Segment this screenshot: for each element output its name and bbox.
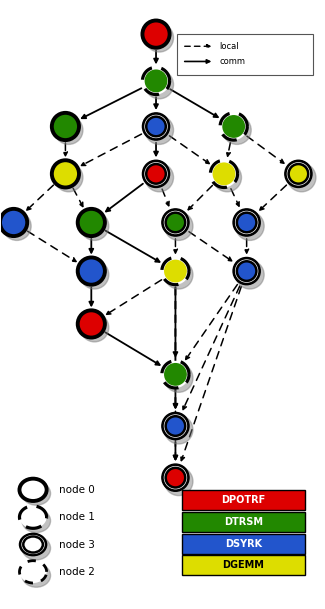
Ellipse shape bbox=[233, 258, 260, 284]
Ellipse shape bbox=[80, 313, 109, 342]
Ellipse shape bbox=[164, 414, 187, 438]
Ellipse shape bbox=[0, 209, 27, 236]
Ellipse shape bbox=[78, 258, 105, 284]
Ellipse shape bbox=[145, 24, 174, 52]
Ellipse shape bbox=[166, 468, 185, 487]
Ellipse shape bbox=[222, 115, 245, 138]
Ellipse shape bbox=[162, 412, 189, 440]
Ellipse shape bbox=[164, 364, 193, 392]
Ellipse shape bbox=[235, 259, 258, 283]
Ellipse shape bbox=[164, 363, 187, 386]
Ellipse shape bbox=[146, 117, 166, 136]
Text: DSYRK: DSYRK bbox=[225, 538, 262, 549]
Bar bbox=[182, 512, 305, 532]
Text: node 0: node 0 bbox=[59, 485, 95, 495]
Ellipse shape bbox=[162, 209, 189, 236]
Ellipse shape bbox=[142, 160, 170, 188]
Text: DTRSM: DTRSM bbox=[224, 516, 263, 527]
Text: DPOTRF: DPOTRF bbox=[221, 495, 266, 505]
Ellipse shape bbox=[166, 213, 185, 232]
Ellipse shape bbox=[213, 163, 235, 185]
Text: node 3: node 3 bbox=[59, 540, 95, 549]
Ellipse shape bbox=[166, 416, 185, 436]
Bar bbox=[182, 490, 305, 510]
Ellipse shape bbox=[22, 564, 51, 587]
Ellipse shape bbox=[162, 258, 189, 284]
Ellipse shape bbox=[164, 261, 193, 289]
Ellipse shape bbox=[164, 466, 187, 490]
Ellipse shape bbox=[20, 479, 47, 501]
Ellipse shape bbox=[52, 160, 79, 188]
Text: local: local bbox=[219, 42, 239, 51]
Ellipse shape bbox=[20, 561, 47, 583]
Ellipse shape bbox=[220, 113, 247, 140]
Ellipse shape bbox=[237, 213, 256, 232]
Ellipse shape bbox=[20, 506, 47, 529]
Ellipse shape bbox=[289, 164, 308, 184]
Ellipse shape bbox=[213, 163, 241, 192]
Ellipse shape bbox=[285, 160, 312, 188]
Ellipse shape bbox=[145, 116, 174, 144]
Ellipse shape bbox=[144, 114, 168, 138]
Ellipse shape bbox=[236, 212, 264, 241]
Ellipse shape bbox=[80, 212, 109, 241]
Ellipse shape bbox=[210, 160, 238, 188]
Ellipse shape bbox=[164, 467, 193, 496]
Ellipse shape bbox=[287, 162, 310, 186]
Ellipse shape bbox=[80, 261, 109, 289]
Ellipse shape bbox=[145, 163, 174, 192]
Ellipse shape bbox=[22, 537, 51, 560]
Bar bbox=[182, 555, 305, 576]
Ellipse shape bbox=[22, 509, 51, 532]
Ellipse shape bbox=[3, 212, 31, 241]
Ellipse shape bbox=[78, 209, 105, 236]
Ellipse shape bbox=[142, 67, 170, 94]
Ellipse shape bbox=[142, 113, 170, 140]
Ellipse shape bbox=[164, 211, 187, 234]
Ellipse shape bbox=[145, 70, 174, 99]
Ellipse shape bbox=[142, 21, 170, 48]
Ellipse shape bbox=[78, 311, 105, 337]
Ellipse shape bbox=[164, 415, 193, 444]
Ellipse shape bbox=[145, 69, 167, 93]
FancyBboxPatch shape bbox=[177, 34, 313, 76]
Ellipse shape bbox=[22, 508, 45, 527]
Ellipse shape bbox=[235, 211, 258, 234]
Text: DGEMM: DGEMM bbox=[223, 560, 264, 571]
Ellipse shape bbox=[223, 116, 251, 144]
Ellipse shape bbox=[287, 163, 316, 192]
Ellipse shape bbox=[20, 533, 47, 555]
Ellipse shape bbox=[162, 464, 189, 491]
Text: comm: comm bbox=[219, 57, 245, 66]
Ellipse shape bbox=[23, 537, 43, 552]
Ellipse shape bbox=[236, 261, 264, 289]
Text: node 2: node 2 bbox=[59, 567, 95, 577]
Ellipse shape bbox=[237, 261, 256, 281]
Ellipse shape bbox=[146, 164, 166, 184]
Ellipse shape bbox=[164, 212, 193, 241]
Ellipse shape bbox=[233, 209, 260, 236]
Ellipse shape bbox=[164, 259, 187, 283]
Ellipse shape bbox=[21, 535, 45, 554]
Ellipse shape bbox=[22, 482, 51, 505]
Ellipse shape bbox=[52, 113, 79, 140]
Ellipse shape bbox=[144, 162, 168, 186]
Bar bbox=[182, 533, 305, 554]
Ellipse shape bbox=[54, 163, 83, 192]
Ellipse shape bbox=[54, 116, 83, 144]
Text: node 1: node 1 bbox=[59, 512, 95, 522]
Ellipse shape bbox=[162, 361, 189, 388]
